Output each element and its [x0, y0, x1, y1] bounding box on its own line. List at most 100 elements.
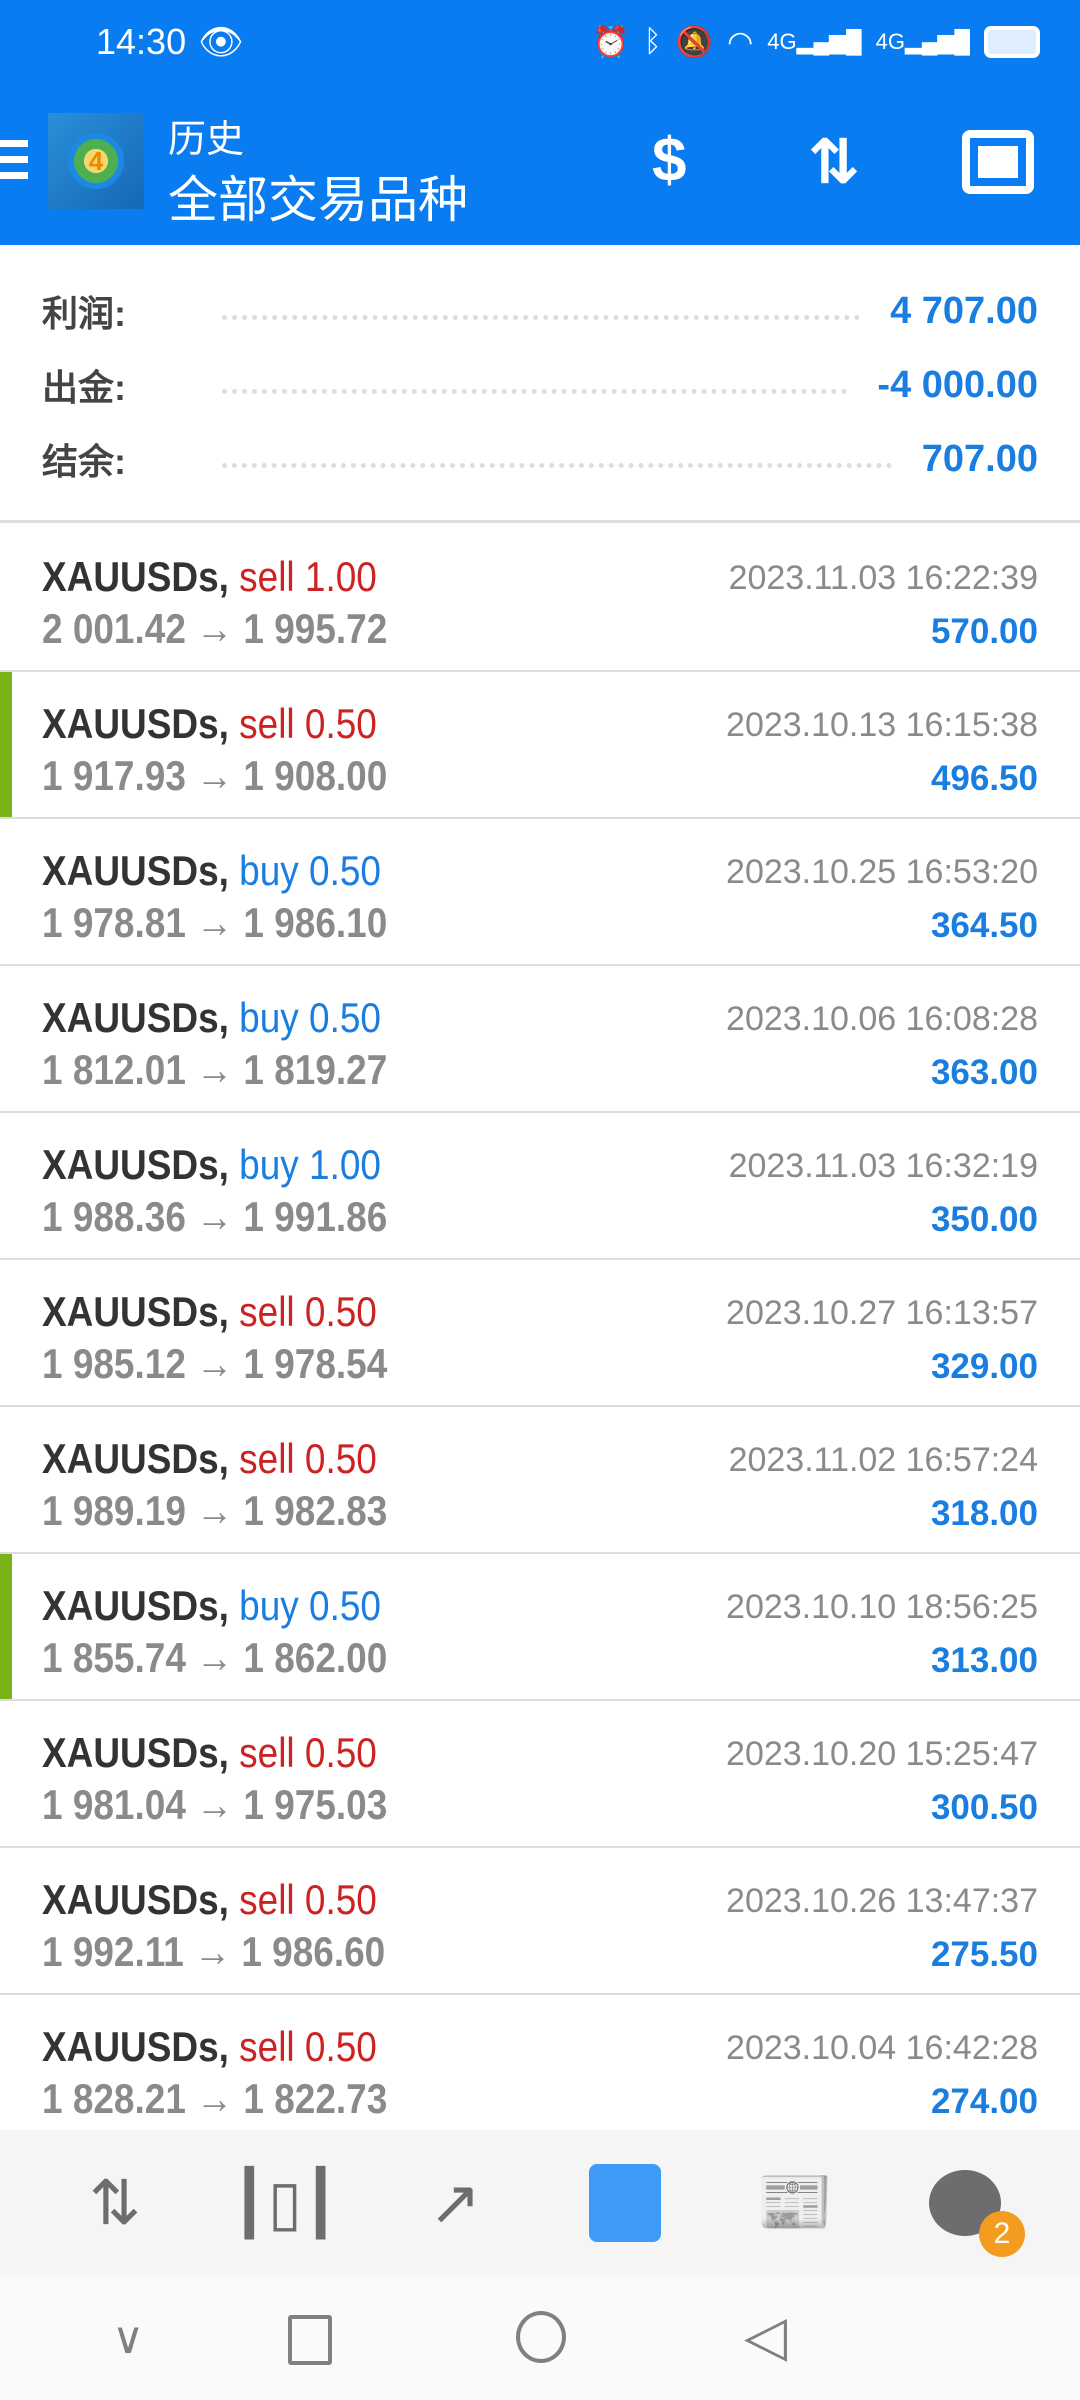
arrow-icon: →	[196, 1193, 234, 1240]
trade-profit: 570.00	[930, 612, 1038, 651]
trade-time: 2023.11.02 16:57:24	[728, 1441, 1038, 1479]
trade-row[interactable]: XAUUSDs, sell 0.50 1 985.12 → 1 978.54 2…	[0, 1260, 1080, 1407]
trade-row[interactable]: XAUUSDs, buy 0.50 1 812.01 → 1 819.27 20…	[0, 966, 1080, 1113]
summary-withdrawal: 出金: -4 000.00	[42, 355, 1038, 415]
trade-volume: buy 0.50	[239, 1582, 381, 1629]
chat-badge: 2	[979, 2210, 1025, 2257]
mt4-logo: 4	[48, 113, 144, 209]
symbol-filter[interactable]: 全部交易品种	[168, 172, 468, 228]
trade-profit: 496.50	[930, 759, 1038, 798]
trade-volume: sell 0.50	[239, 1288, 377, 1335]
arrow-icon: →	[196, 1487, 234, 1534]
sort-icon[interactable]: ⇅	[808, 128, 860, 197]
menu-icon[interactable]	[0, 140, 28, 188]
open-price: 1 828.21	[42, 2075, 186, 2122]
trade-volume: sell 0.50	[239, 1435, 377, 1482]
trade-symbol: XAUUSDs, buy 0.50	[42, 847, 381, 895]
trade-profit: 329.00	[930, 1347, 1038, 1386]
system-nav-bar: ∨ ◁	[0, 2275, 1080, 2400]
trade-prices: 1 992.11 → 1 986.60	[42, 1928, 385, 1976]
open-price: 1 917.93	[42, 752, 186, 799]
trade-prices: 1 812.01 → 1 819.27	[42, 1046, 387, 1094]
trade-prices: 1 917.93 → 1 908.00	[42, 752, 387, 800]
trade-prices: 1 981.04 → 1 975.03	[42, 1781, 387, 1829]
symbol: XAUUSDs,	[42, 847, 229, 894]
trade-time: 2023.11.03 16:22:39	[728, 559, 1038, 597]
summary-profit: 利润: 4 707.00	[42, 281, 1038, 341]
wifi-icon: ◠	[727, 25, 754, 59]
trade-time: 2023.10.04 16:42:28	[726, 2029, 1038, 2067]
arrow-icon: →	[196, 1781, 234, 1828]
quotes-icon[interactable]: ⇅	[89, 2169, 141, 2238]
label: 结余:	[42, 441, 126, 482]
value: 707.00	[921, 437, 1038, 480]
close-price: 1 982.83	[243, 1487, 388, 1534]
trade-symbol: XAUUSDs, sell 0.50	[42, 700, 377, 748]
trade-icon[interactable]: ↗	[429, 2169, 481, 2238]
back-icon[interactable]: ◁	[744, 2304, 788, 2367]
chevron-down-icon[interactable]: ∨	[112, 2314, 145, 2363]
summary-panel: 利润: 4 707.00 出金: -4 000.00 结余: 707.00	[0, 245, 1080, 523]
trade-row[interactable]: XAUUSDs, sell 0.50 1 989.19 → 1 982.83 2…	[0, 1407, 1080, 1554]
close-price: 1 908.00	[243, 752, 388, 799]
trade-volume: buy 0.50	[239, 994, 381, 1041]
symbol: XAUUSDs,	[42, 1288, 229, 1335]
chat-icon[interactable]: 2	[925, 2163, 1025, 2257]
alarm-icon: ⏰	[592, 25, 630, 59]
trade-row[interactable]: XAUUSDs, sell 0.50 1 992.11 → 1 986.60 2…	[0, 1848, 1080, 1995]
close-price: 1 991.86	[243, 1193, 388, 1240]
mute-icon: 🔕	[675, 25, 714, 59]
close-price: 1 986.60	[241, 1928, 386, 1975]
trade-profit: 274.00	[930, 2082, 1038, 2121]
close-price: 1 822.73	[243, 2075, 388, 2122]
trade-symbol: XAUUSDs, buy 1.00	[42, 1141, 381, 1189]
bluetooth-icon: ᛒ	[643, 25, 662, 58]
home-icon[interactable]	[516, 2311, 566, 2363]
battery-icon	[984, 26, 1040, 58]
currency-exchange-icon[interactable]: $	[652, 126, 687, 195]
value: 4 707.00	[890, 289, 1038, 332]
trade-row[interactable]: XAUUSDs, buy 0.50 1 978.81 → 1 986.10 20…	[0, 819, 1080, 966]
app-header: 14:30 👁 ⏰ ᛒ 🔕 ◠ 4G▂▄▆█ 4G▂▄▆█ 4 历史 全部交易品…	[0, 0, 1080, 245]
close-price: 1 862.00	[243, 1634, 388, 1681]
trade-symbol: XAUUSDs, buy 0.50	[42, 994, 381, 1042]
trade-symbol: XAUUSDs, sell 0.50	[42, 1876, 377, 1924]
open-price: 1 985.12	[42, 1340, 186, 1387]
news-icon[interactable]: 📰	[756, 2168, 834, 2237]
open-price: 1 992.11	[42, 1928, 184, 1975]
trade-time: 2023.10.10 18:56:25	[726, 1588, 1038, 1626]
close-price: 1 975.03	[243, 1781, 388, 1828]
trade-symbol: XAUUSDs, sell 0.50	[42, 2023, 377, 2071]
trade-row[interactable]: XAUUSDs, sell 0.50 1 981.04 → 1 975.03 2…	[0, 1701, 1080, 1848]
trade-row[interactable]: XAUUSDs, sell 0.50 1 917.93 → 1 908.00 2…	[0, 672, 1080, 819]
trade-prices: 1 978.81 → 1 986.10	[42, 899, 387, 947]
trade-prices: 1 985.12 → 1 978.54	[42, 1340, 387, 1388]
symbol: XAUUSDs,	[42, 2023, 229, 2070]
symbol: XAUUSDs,	[42, 700, 229, 747]
trade-profit: 275.50	[930, 1935, 1038, 1974]
trade-volume: buy 1.00	[239, 1141, 381, 1188]
history-icon[interactable]	[585, 2163, 665, 2243]
charts-icon[interactable]: ┃▯┃	[230, 2169, 340, 2238]
recents-icon[interactable]	[288, 2315, 332, 2365]
symbol: XAUUSDs,	[42, 1876, 229, 1923]
trade-profit: 313.00	[930, 1641, 1038, 1680]
trade-row[interactable]: XAUUSDs, buy 0.50 1 855.74 → 1 862.00 20…	[0, 1554, 1080, 1701]
open-price: 1 981.04	[42, 1781, 186, 1828]
trade-row[interactable]: XAUUSDs, buy 1.00 1 988.36 → 1 991.86 20…	[0, 1113, 1080, 1260]
label: 利润:	[42, 293, 126, 334]
trade-volume: sell 0.50	[239, 1876, 377, 1923]
trade-row[interactable]: XAUUSDs, sell 0.50 1 828.21 → 1 822.73 2…	[0, 1995, 1080, 2142]
trade-prices: 1 828.21 → 1 822.73	[42, 2075, 387, 2123]
trade-row[interactable]: XAUUSDs, sell 1.00 2 001.42 → 1 995.72 2…	[0, 525, 1080, 672]
trade-profit: 364.50	[930, 906, 1038, 945]
calendar-icon[interactable]	[962, 130, 1034, 194]
open-price: 2 001.42	[42, 605, 186, 652]
symbol: XAUUSDs,	[42, 553, 229, 600]
trade-symbol: XAUUSDs, sell 0.50	[42, 1435, 377, 1483]
eye-icon: 👁	[198, 21, 244, 62]
trade-profit: 318.00	[930, 1494, 1038, 1533]
trade-volume: sell 1.00	[239, 553, 377, 600]
open-price: 1 812.01	[42, 1046, 186, 1093]
trade-volume: sell 0.50	[239, 700, 377, 747]
